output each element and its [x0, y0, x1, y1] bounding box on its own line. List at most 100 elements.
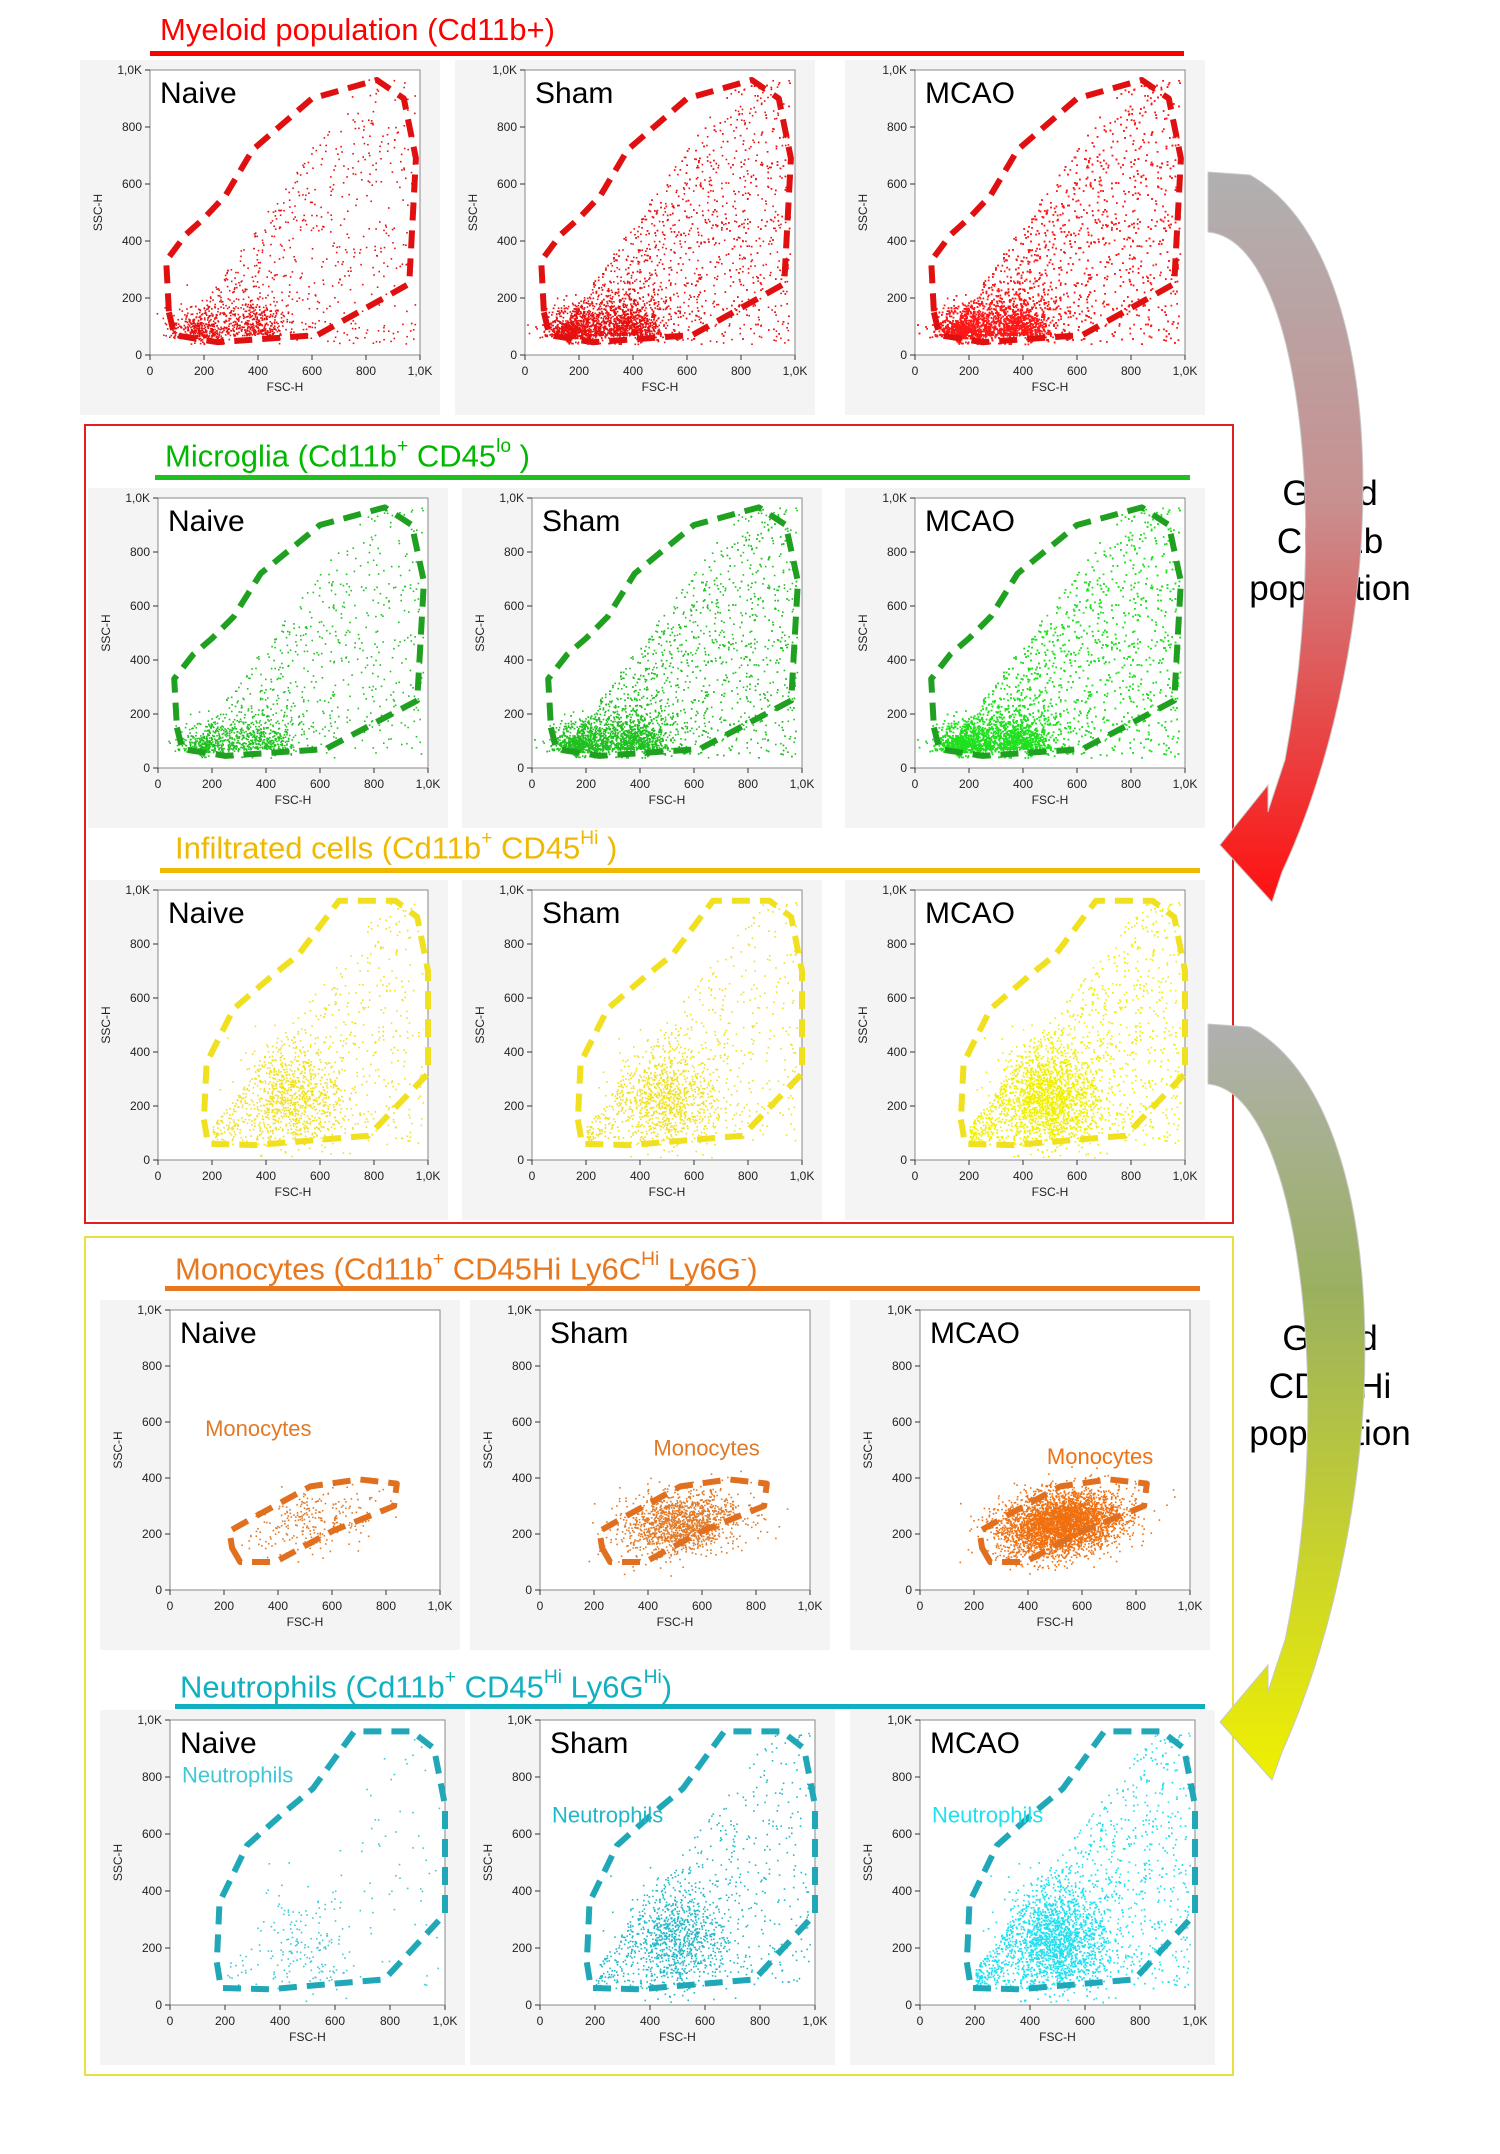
scatter-point	[582, 324, 584, 326]
scatter-point	[714, 293, 716, 295]
scatter-point	[698, 161, 700, 164]
scatter-point	[730, 93, 733, 95]
scatter-point	[255, 331, 258, 333]
scatter-point	[255, 322, 258, 325]
scatter-point	[220, 326, 222, 329]
scatter-point	[652, 315, 655, 318]
scatter-point	[741, 223, 743, 226]
scatter-point	[198, 327, 201, 329]
scatter-point	[728, 323, 731, 325]
scatter-point	[618, 307, 621, 310]
scatter-point	[607, 295, 610, 297]
scatter-point	[218, 334, 220, 337]
scatter-point	[582, 313, 585, 315]
scatter-point	[220, 337, 223, 339]
scatter-point	[264, 328, 267, 330]
scatter-point	[623, 332, 626, 335]
scatter-point	[203, 307, 206, 309]
scatter-point	[172, 332, 174, 335]
scatter-point	[709, 176, 711, 179]
scatter-point	[643, 319, 646, 321]
scatter-point	[228, 306, 231, 308]
scatter-point	[695, 314, 697, 317]
scatter-point	[393, 285, 396, 287]
scatter-point	[215, 317, 218, 319]
scatter-point	[378, 270, 380, 273]
scatter-point	[740, 166, 743, 168]
scatter-point	[626, 332, 628, 335]
scatter-point	[609, 307, 612, 310]
scatter-point	[746, 127, 748, 130]
y-axis-label: SSC-H	[91, 194, 105, 231]
scatter-point	[682, 314, 685, 317]
scatter-point	[217, 310, 219, 313]
scatter-point	[207, 306, 210, 308]
scatter-point	[680, 316, 682, 318]
scatter-point	[631, 321, 633, 323]
scatter-point	[233, 326, 235, 328]
scatter-point	[651, 315, 653, 318]
scatter-point	[765, 200, 767, 202]
scatter-point	[564, 332, 566, 335]
scatter-point	[208, 325, 211, 327]
scatter-point	[598, 320, 600, 322]
scatter-point	[281, 299, 283, 302]
scatter-point	[787, 136, 790, 138]
scatter-point	[587, 330, 589, 332]
scatter-point	[215, 335, 218, 338]
scatter-point	[657, 331, 660, 333]
scatter-point	[388, 207, 390, 209]
scatter-point	[662, 308, 665, 311]
scatter-point	[688, 247, 690, 249]
scatter-point	[567, 331, 569, 334]
scatter-point	[290, 328, 293, 330]
scatter-point	[642, 317, 645, 320]
scatter-point	[592, 311, 594, 314]
scatter-point	[627, 309, 629, 312]
scatter-point	[204, 318, 206, 321]
scatter-point	[564, 311, 567, 313]
scatter-point	[651, 330, 653, 333]
scatter-point	[662, 233, 665, 236]
scatter-point	[621, 297, 624, 300]
scatter-point	[676, 271, 678, 274]
scatter-point	[199, 317, 202, 319]
scatter-point	[571, 316, 574, 318]
scatter-point	[228, 312, 231, 314]
scatter-point	[410, 330, 412, 332]
scatter-point	[404, 82, 406, 84]
scatter-point	[665, 327, 667, 329]
scatter-point	[646, 302, 648, 304]
scatter-point	[235, 298, 238, 300]
scatter-point	[636, 322, 638, 324]
scatter-point	[620, 324, 623, 327]
scatter-point	[403, 147, 406, 150]
scatter-point	[571, 325, 573, 328]
scatter-point	[292, 218, 295, 220]
scatter-point	[238, 324, 241, 327]
scatter-point	[689, 294, 691, 297]
scatter-point	[773, 128, 775, 130]
scatter-point	[741, 258, 744, 260]
scatter-point	[729, 285, 732, 287]
scatter-point	[780, 278, 783, 280]
scatter-point	[247, 323, 250, 325]
scatter-point	[216, 288, 218, 290]
scatter-point	[612, 333, 614, 335]
scatter-point	[277, 329, 280, 331]
scatter-point	[258, 322, 260, 325]
scatter-point	[765, 141, 767, 144]
scatter-point	[738, 114, 740, 116]
scatter-point	[713, 199, 716, 201]
scatter-point	[610, 305, 613, 307]
scatter-point	[780, 223, 782, 226]
scatter-point	[695, 178, 698, 180]
scatter-point	[585, 320, 588, 322]
scatter-point	[207, 335, 210, 337]
scatter-point	[253, 330, 256, 332]
scatter-point	[770, 88, 773, 91]
scatter-point	[268, 270, 271, 272]
scatter-point	[196, 335, 199, 338]
scatter-point	[614, 311, 616, 313]
scatter-point	[697, 296, 699, 298]
